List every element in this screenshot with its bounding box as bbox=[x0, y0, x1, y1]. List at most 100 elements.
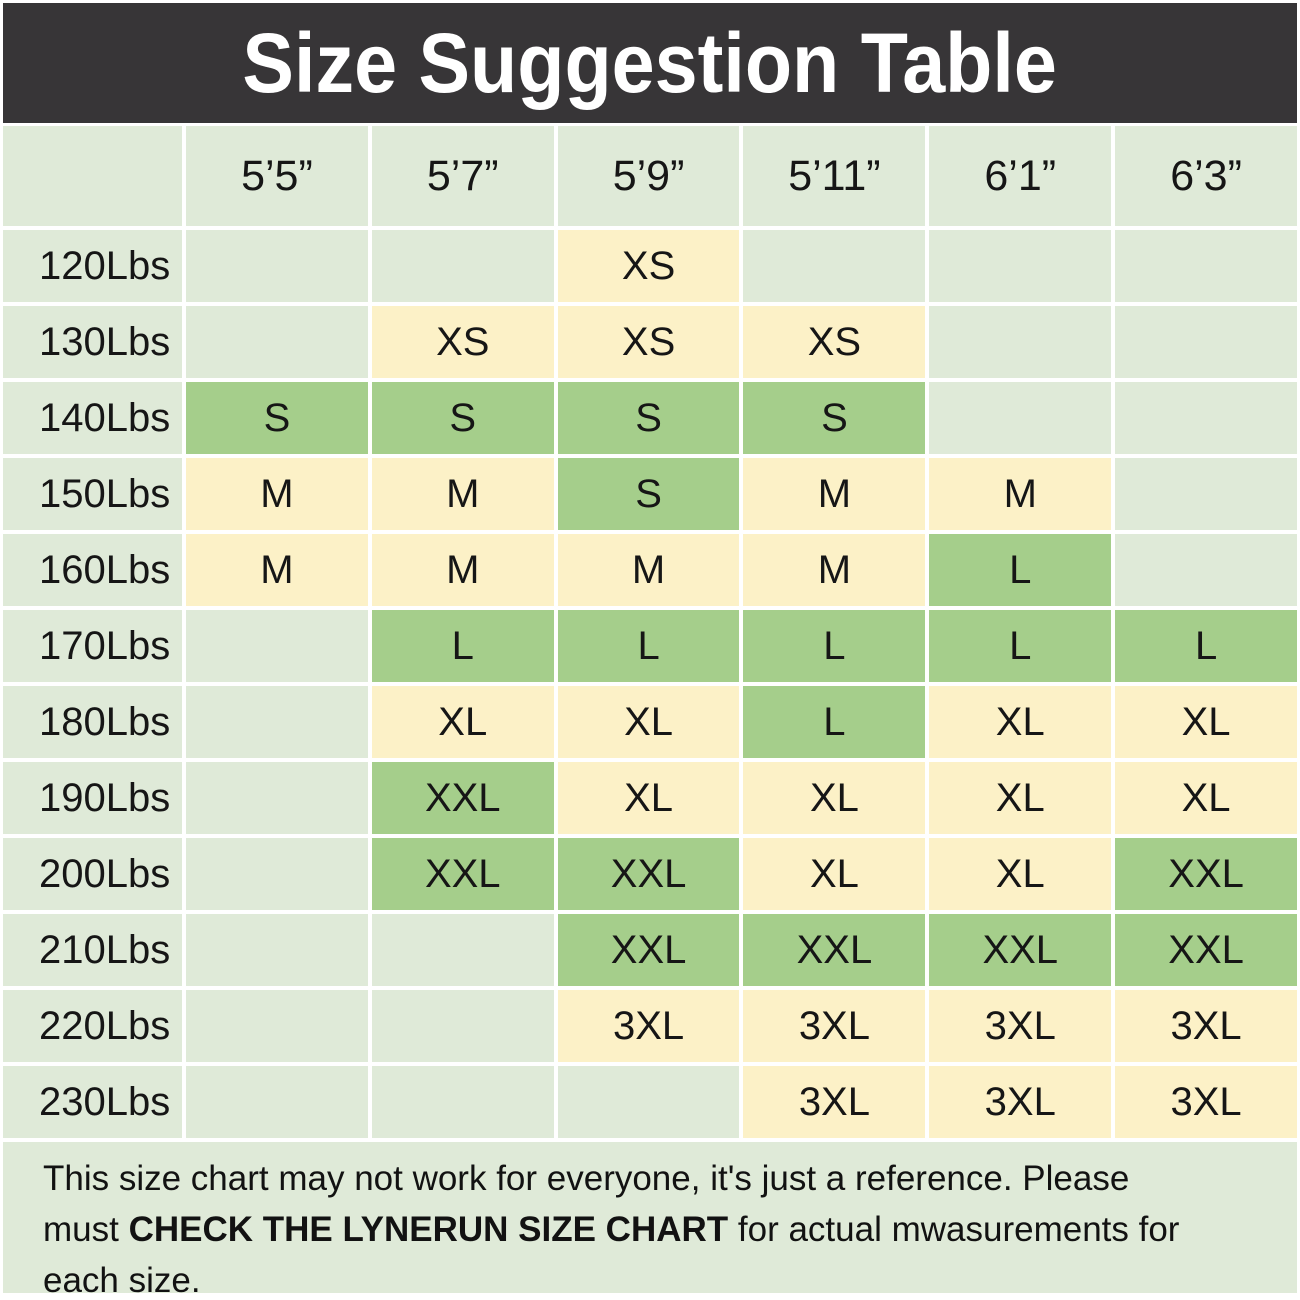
size-cell: M bbox=[557, 534, 740, 606]
size-cell: XS bbox=[557, 230, 740, 302]
size-cell: M bbox=[186, 534, 368, 606]
footer-note-line2-post: for actual mwasurements for bbox=[728, 1210, 1180, 1249]
size-cell: L bbox=[929, 610, 1112, 682]
size-cell: M bbox=[186, 458, 368, 530]
size-cell: XXL bbox=[557, 838, 740, 910]
size-cell: XS bbox=[557, 306, 740, 378]
size-cell: XL bbox=[929, 838, 1112, 910]
size-cell bbox=[186, 686, 368, 758]
size-cell bbox=[186, 306, 368, 378]
title-bar: Size Suggestion Table bbox=[3, 3, 1297, 123]
size-cell: 3XL bbox=[1115, 990, 1297, 1062]
row-header: 230Lbs bbox=[3, 1066, 182, 1138]
row-header: 140Lbs bbox=[3, 382, 182, 454]
size-cell: M bbox=[743, 534, 926, 606]
size-cell: L bbox=[929, 534, 1112, 606]
size-cell bbox=[929, 306, 1112, 378]
size-cell: M bbox=[371, 458, 554, 530]
footer-note-line2: must CHECK THE LYNERUN SIZE CHART for ac… bbox=[43, 1204, 1269, 1255]
row-header: 180Lbs bbox=[3, 686, 182, 758]
size-cell: XS bbox=[371, 306, 554, 378]
size-cell: XXL bbox=[743, 914, 926, 986]
row-header: 190Lbs bbox=[3, 762, 182, 834]
row-header: 210Lbs bbox=[3, 914, 182, 986]
size-cell bbox=[371, 914, 554, 986]
column-header-5-5: 5’5” bbox=[186, 126, 368, 226]
footer-note-line1: This size chart may not work for everyon… bbox=[43, 1159, 1130, 1198]
size-cell: S bbox=[371, 382, 554, 454]
size-cell: 3XL bbox=[557, 990, 740, 1062]
size-cell bbox=[371, 990, 554, 1062]
row-header: 170Lbs bbox=[3, 610, 182, 682]
column-header-6-3: 6’3” bbox=[1115, 126, 1297, 226]
size-cell: S bbox=[186, 382, 368, 454]
size-cell: L bbox=[743, 686, 926, 758]
row-header: 220Lbs bbox=[3, 990, 182, 1062]
size-cell: XS bbox=[743, 306, 926, 378]
size-cell bbox=[186, 990, 368, 1062]
size-cell bbox=[743, 230, 926, 302]
size-cell: L bbox=[1115, 610, 1297, 682]
size-cell: M bbox=[929, 458, 1112, 530]
size-cell bbox=[1115, 306, 1297, 378]
size-cell bbox=[929, 382, 1112, 454]
size-cell bbox=[929, 230, 1112, 302]
size-cell bbox=[557, 1066, 740, 1138]
row-header: 120Lbs bbox=[3, 230, 182, 302]
size-cell: XXL bbox=[557, 914, 740, 986]
size-cell bbox=[1115, 230, 1297, 302]
size-cell bbox=[186, 914, 368, 986]
size-cell: 3XL bbox=[929, 1066, 1112, 1138]
size-cell bbox=[186, 1066, 368, 1138]
size-cell: XL bbox=[557, 686, 740, 758]
size-cell: M bbox=[371, 534, 554, 606]
size-cell bbox=[1115, 534, 1297, 606]
size-cell: S bbox=[743, 382, 926, 454]
footer-note-line2-pre: must bbox=[43, 1210, 129, 1249]
size-cell: L bbox=[371, 610, 554, 682]
size-cell bbox=[371, 230, 554, 302]
size-cell: 3XL bbox=[929, 990, 1112, 1062]
size-cell: XXL bbox=[371, 762, 554, 834]
size-cell bbox=[186, 610, 368, 682]
size-cell: XXL bbox=[1115, 838, 1297, 910]
size-cell: L bbox=[557, 610, 740, 682]
size-cell: XXL bbox=[1115, 914, 1297, 986]
footer-note-line2-bold: CHECK THE LYNERUN SIZE CHART bbox=[128, 1210, 729, 1249]
column-header-5-9: 5’9” bbox=[557, 126, 740, 226]
size-cell: 3XL bbox=[1115, 1066, 1297, 1138]
size-cell: L bbox=[743, 610, 926, 682]
size-cell: XXL bbox=[929, 914, 1112, 986]
corner-cell bbox=[3, 126, 182, 226]
size-cell bbox=[186, 230, 368, 302]
row-header: 150Lbs bbox=[3, 458, 182, 530]
size-cell: M bbox=[743, 458, 926, 530]
size-cell: XL bbox=[371, 686, 554, 758]
size-cell: XL bbox=[743, 838, 926, 910]
row-header: 130Lbs bbox=[3, 306, 182, 378]
size-cell: XL bbox=[557, 762, 740, 834]
size-cell: 3XL bbox=[743, 1066, 926, 1138]
size-cell: XL bbox=[929, 762, 1112, 834]
footer-note-line3: each size. bbox=[43, 1261, 201, 1300]
column-header-5-7: 5’7” bbox=[371, 126, 554, 226]
row-header: 160Lbs bbox=[3, 534, 182, 606]
size-cell: S bbox=[557, 458, 740, 530]
size-table: 5’5” 5’7” 5’9” 5’11” 6’1” 6’3” 120Lbs XS… bbox=[3, 126, 1297, 1138]
column-header-5-11: 5’11” bbox=[743, 126, 926, 226]
size-cell bbox=[371, 1066, 554, 1138]
size-cell: S bbox=[557, 382, 740, 454]
size-cell bbox=[186, 762, 368, 834]
size-cell: 3XL bbox=[743, 990, 926, 1062]
page-title: Size Suggestion Table bbox=[242, 15, 1058, 110]
size-cell: XL bbox=[1115, 686, 1297, 758]
size-cell: XL bbox=[1115, 762, 1297, 834]
row-header: 200Lbs bbox=[3, 838, 182, 910]
footer-note: This size chart may not work for everyon… bbox=[3, 1142, 1297, 1300]
size-cell: XL bbox=[929, 686, 1112, 758]
column-header-6-1: 6’1” bbox=[929, 126, 1112, 226]
size-cell bbox=[186, 838, 368, 910]
size-cell: XL bbox=[743, 762, 926, 834]
size-cell: XXL bbox=[371, 838, 554, 910]
